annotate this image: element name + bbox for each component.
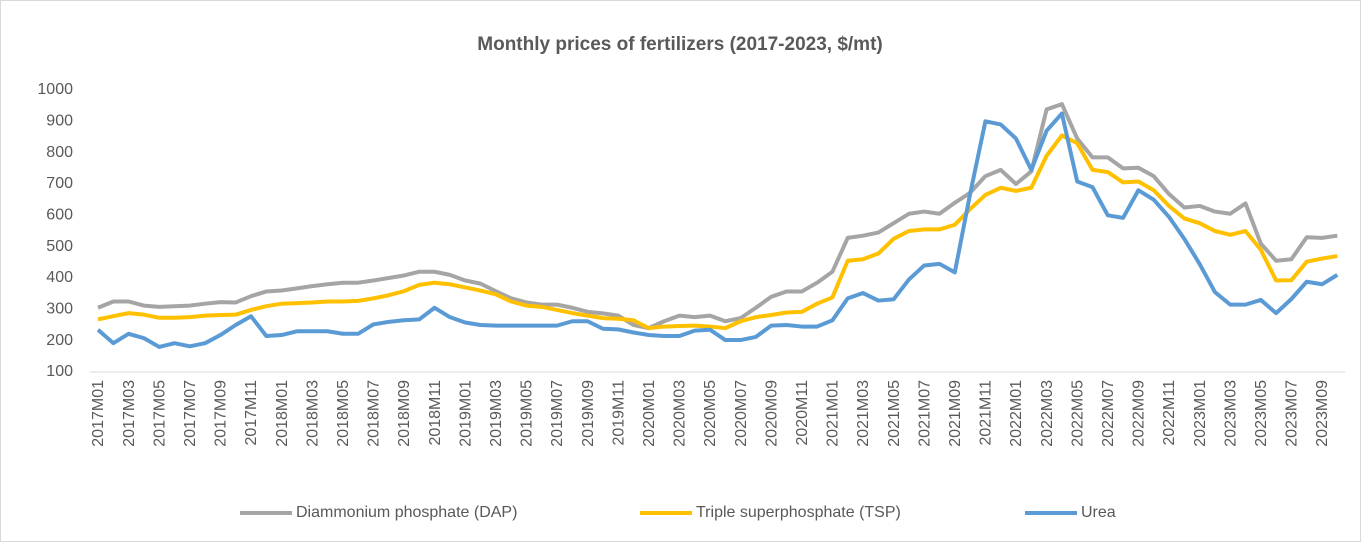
x-tick-label: 2018M07 bbox=[366, 380, 383, 447]
x-tick-label: 2019M01 bbox=[457, 380, 474, 447]
x-tick-label: 2023M09 bbox=[1314, 380, 1331, 447]
x-tick-label: 2019M03 bbox=[488, 380, 505, 447]
x-tick-label: 2019M07 bbox=[549, 380, 566, 447]
chart-title: Monthly prices of fertilizers (2017-2023… bbox=[477, 34, 882, 55]
x-tick-label: 2017M01 bbox=[90, 380, 107, 447]
x-tick-label: 2020M11 bbox=[794, 380, 811, 446]
legend-label: Triple superphosphate (TSP) bbox=[696, 504, 901, 521]
y-tick-label: 300 bbox=[46, 301, 73, 318]
y-tick-label: 600 bbox=[46, 207, 73, 224]
x-tick-label: 2022M09 bbox=[1131, 380, 1148, 447]
x-tick-label: 2022M07 bbox=[1100, 380, 1117, 447]
x-tick-label: 2021M05 bbox=[886, 380, 903, 447]
x-tick-label: 2018M11 bbox=[427, 380, 444, 446]
x-tick-label: 2018M03 bbox=[304, 380, 321, 447]
x-tick-label: 2019M11 bbox=[610, 380, 627, 446]
x-tick-label: 2017M07 bbox=[182, 380, 199, 447]
y-tick-label: 800 bbox=[46, 144, 73, 161]
x-tick-label: 2018M05 bbox=[335, 380, 352, 447]
x-tick-label: 2021M07 bbox=[916, 380, 933, 447]
x-tick-label: 2023M03 bbox=[1222, 380, 1239, 447]
x-tick-label: 2022M11 bbox=[1161, 380, 1178, 446]
x-tick-label: 2022M01 bbox=[1008, 380, 1025, 447]
x-tick-label: 2023M01 bbox=[1192, 380, 1209, 447]
x-tick-label: 2021M01 bbox=[825, 380, 842, 447]
x-tick-label: 2023M05 bbox=[1253, 380, 1270, 447]
x-tick-label: 2021M11 bbox=[978, 380, 995, 446]
y-tick-label: 200 bbox=[46, 332, 73, 349]
legend-label: Urea bbox=[1081, 504, 1116, 521]
x-tick-label: 2017M09 bbox=[213, 380, 230, 447]
y-tick-label: 1000 bbox=[37, 81, 73, 98]
x-tick-label: 2018M09 bbox=[396, 380, 413, 447]
line-series bbox=[97, 133, 1338, 331]
y-tick-label: 500 bbox=[46, 238, 73, 255]
x-tick-label: 2017M05 bbox=[151, 380, 168, 447]
line-series bbox=[97, 102, 1338, 331]
y-tick-label: 700 bbox=[46, 175, 73, 192]
x-tick-label: 2020M01 bbox=[641, 380, 658, 447]
y-tick-label: 100 bbox=[46, 363, 73, 380]
x-tick-label: 2022M03 bbox=[1039, 380, 1056, 447]
legend-label: Diammonium phosphate (DAP) bbox=[296, 504, 517, 521]
x-tick-label: 2019M09 bbox=[580, 380, 597, 447]
x-tick-label: 2018M01 bbox=[274, 380, 291, 447]
line-series bbox=[96, 111, 1339, 349]
y-tick-label: 900 bbox=[46, 113, 73, 130]
x-tick-label: 2021M09 bbox=[947, 380, 964, 447]
x-tick-label: 2019M05 bbox=[519, 380, 536, 447]
x-tick-label: 2017M11 bbox=[243, 380, 260, 446]
x-tick-label: 2020M05 bbox=[702, 380, 719, 447]
x-tick-label: 2022M05 bbox=[1069, 380, 1086, 447]
x-tick-label: 2017M03 bbox=[121, 380, 138, 447]
x-tick-label: 2020M07 bbox=[733, 380, 750, 447]
x-tick-label: 2021M03 bbox=[855, 380, 872, 447]
x-tick-label: 2020M09 bbox=[763, 380, 780, 447]
y-tick-label: 400 bbox=[46, 269, 73, 286]
x-tick-label: 2023M07 bbox=[1284, 380, 1301, 447]
x-tick-label: 2020M03 bbox=[672, 380, 689, 447]
